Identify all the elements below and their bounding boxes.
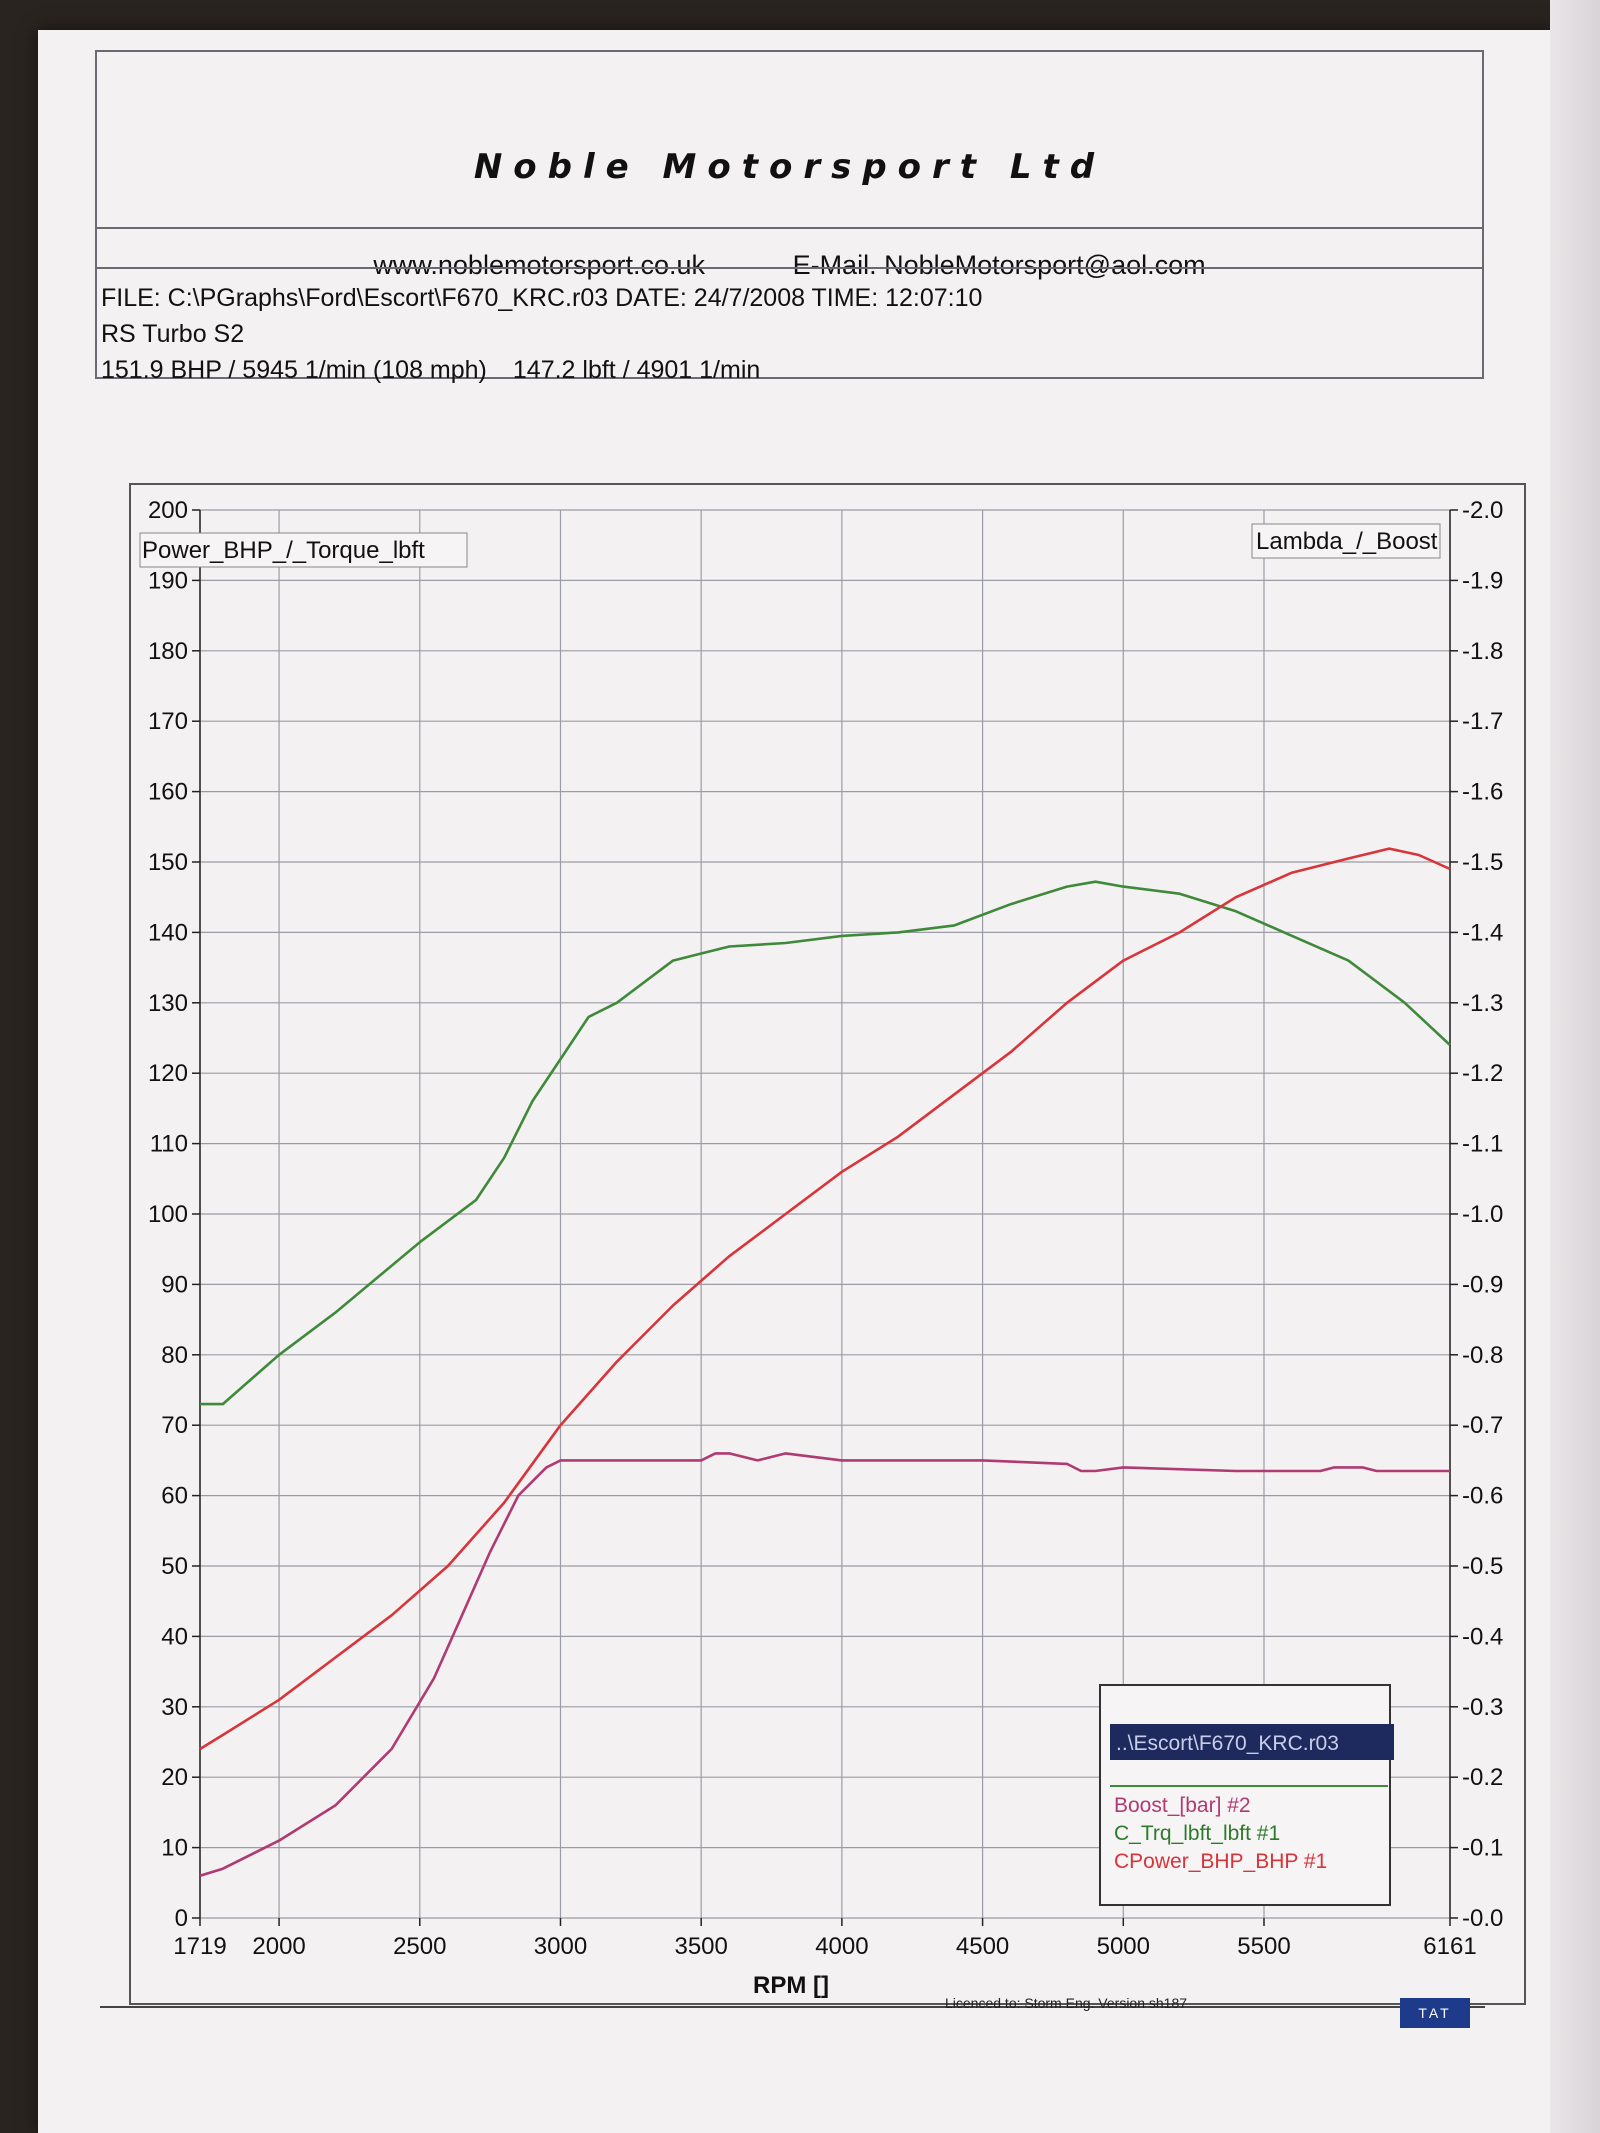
y-right-tick-label: -0.6 bbox=[1462, 1483, 1503, 1510]
x-tick-label: 3500 bbox=[674, 1933, 727, 1960]
y-right-tick-label: -0.9 bbox=[1462, 1271, 1503, 1298]
x-tick-label: 2000 bbox=[252, 1933, 305, 1960]
y-right-tick-label: -0.1 bbox=[1462, 1835, 1503, 1862]
y-right-tick-label: -0.7 bbox=[1462, 1412, 1503, 1439]
y-left-tick-label: 70 bbox=[161, 1412, 188, 1439]
header-divider bbox=[97, 227, 1482, 229]
y-left-tick-label: 50 bbox=[161, 1553, 188, 1580]
y-left-tick-label: 130 bbox=[148, 990, 188, 1017]
contact-line: www.noblemotorsport.co.uk E-Mail. NobleM… bbox=[97, 250, 1482, 281]
right-axis-label-box bbox=[1251, 523, 1441, 559]
y-left-tick-label: 60 bbox=[161, 1483, 188, 1510]
licence-text: Licenced to: Storm Eng. Version sh187 bbox=[945, 1995, 1188, 2011]
y-left-tick-label: 140 bbox=[148, 919, 188, 946]
peak-power: 151.9 BHP / 5945 1/min (108 mph) bbox=[101, 356, 487, 384]
x-tick-label: 6161 bbox=[1423, 1933, 1476, 1960]
legend-title: ..\Escort\F670_KRC.r03 bbox=[1116, 1732, 1339, 1755]
y-right-tick-label: -0.8 bbox=[1462, 1342, 1503, 1369]
x-axis: 1719 2000 2500 3000 3500 4000 4500 5000 5500 6161 bbox=[173, 1918, 1477, 1960]
y-right-tick-label: -0.5 bbox=[1462, 1553, 1503, 1580]
peak-torque: 147.2 lbft / 4901 1/min bbox=[512, 356, 761, 384]
y-left-tick-label: 10 bbox=[161, 1835, 188, 1862]
y-right-tick-label: -0.0 bbox=[1462, 1905, 1503, 1932]
email-text: E-Mail. NobleMotorsport@aol.com bbox=[792, 250, 1206, 280]
website-text: www.noblemotorsport.co.uk bbox=[373, 250, 706, 280]
y-right-tick-label: -1.3 bbox=[1462, 990, 1503, 1017]
x-tick-label: 5000 bbox=[1097, 1933, 1150, 1960]
y-left-tick-label: 0 bbox=[175, 1905, 188, 1932]
left-axis: 0 10 20 30 40 50 60 70 80 90 100 110 120 130 140 150 160… bbox=[148, 497, 201, 1932]
header-divider-2 bbox=[97, 267, 1482, 269]
legend-box: ..\Escort\F670_KRC.r03 Boost_[bar] #2 C_… bbox=[1099, 1684, 1394, 1906]
x-tick-label: 5500 bbox=[1237, 1933, 1290, 1960]
boost-line bbox=[199, 1452, 1450, 1878]
y-left-tick-label: 200 bbox=[148, 497, 188, 524]
file-line: FILE: C:\PGraphs\Ford\Escort\F670_KRC.r0… bbox=[101, 284, 983, 312]
sleeve-edge bbox=[1550, 0, 1600, 2133]
y-right-tick-label: -1.9 bbox=[1462, 567, 1503, 594]
y-left-tick-label: 160 bbox=[148, 779, 188, 806]
y-left-tick-label: 40 bbox=[161, 1623, 188, 1650]
peak-values: 151.9 BHP / 5945 1/min (108 mph) 147.2 lb… bbox=[101, 352, 982, 388]
y-left-tick-label: 110 bbox=[150, 1131, 188, 1158]
y-left-tick-label: 150 bbox=[148, 849, 188, 876]
company-name: Noble Motorsport Ltd bbox=[473, 147, 1106, 187]
power-line bbox=[199, 847, 1451, 1751]
y-right-tick-label: -1.6 bbox=[1462, 779, 1503, 806]
legend-torque: C_Trq_lbft_lbft #1 bbox=[1114, 1822, 1280, 1845]
y-right-tick-label: -1.1 bbox=[1462, 1131, 1503, 1158]
y-left-tick-label: 180 bbox=[148, 638, 188, 665]
y-left-tick-label: 170 bbox=[148, 708, 188, 735]
y-left-tick-label: 20 bbox=[161, 1764, 188, 1791]
y-left-tick-label: 100 bbox=[148, 1201, 188, 1228]
chart-grid bbox=[199, 509, 1451, 1919]
right-axis-label: Lambda_/_Boost bbox=[1256, 528, 1438, 555]
y-right-tick-label: -0.4 bbox=[1462, 1623, 1503, 1650]
y-right-tick-label: -1.8 bbox=[1462, 638, 1503, 665]
torque-line bbox=[200, 880, 1451, 1406]
legend-boost: Boost_[bar] #2 bbox=[1114, 1794, 1251, 1817]
y-right-tick-label: -0.3 bbox=[1462, 1694, 1503, 1721]
left-axis-label: Power_BHP_/_Torque_lbft bbox=[142, 537, 425, 564]
y-left-tick-label: 120 bbox=[148, 1060, 188, 1087]
legend-header bbox=[1110, 1724, 1394, 1760]
vehicle-name: RS Turbo S2 bbox=[101, 320, 245, 348]
x-tick-label: 4000 bbox=[815, 1933, 868, 1960]
series-lines bbox=[199, 847, 1451, 1878]
x-tick-label: 4500 bbox=[956, 1933, 1009, 1960]
report-header: Noble Motorsport Ltd www.noblemotorsport… bbox=[95, 50, 1484, 384]
tat-logo: TAT bbox=[1400, 1998, 1470, 2028]
y-right-tick-label: -1.4 bbox=[1462, 919, 1503, 946]
left-axis-label-box bbox=[139, 532, 468, 568]
x-tick-label: 2500 bbox=[393, 1933, 446, 1960]
y-right-tick-label: -2.0 bbox=[1462, 497, 1503, 524]
y-right-tick-label: -1.2 bbox=[1462, 1060, 1503, 1087]
y-right-tick-label: -0.2 bbox=[1462, 1764, 1503, 1791]
y-right-tick-label: -1.5 bbox=[1462, 849, 1503, 876]
x-tick-label: 1719 bbox=[173, 1933, 226, 1960]
legend-power: CPower_BHP_BHP #1 bbox=[1114, 1850, 1327, 1873]
x-axis-label: RPM [] bbox=[753, 1972, 829, 1999]
y-right-tick-label: -1.7 bbox=[1462, 708, 1503, 735]
y-left-tick-label: 90 bbox=[161, 1271, 188, 1298]
run-info: FILE: C:\PGraphs\Ford\Escort\F670_KRC.r0… bbox=[101, 280, 982, 388]
x-tick-label: 3000 bbox=[534, 1933, 587, 1960]
chart-frame bbox=[129, 483, 1526, 2005]
footer-rule bbox=[100, 2006, 1485, 2008]
right-axis: -0.0 -0.1 -0.2 -0.3 -0.4 -0.5 -0.6 -0.7 -0.8 -0.9… bbox=[1449, 497, 1503, 1932]
y-left-tick-label: 190 bbox=[148, 567, 188, 594]
y-left-tick-label: 30 bbox=[161, 1694, 188, 1721]
y-left-tick-label: 80 bbox=[161, 1342, 188, 1369]
y-right-tick-label: -1.0 bbox=[1462, 1201, 1503, 1228]
